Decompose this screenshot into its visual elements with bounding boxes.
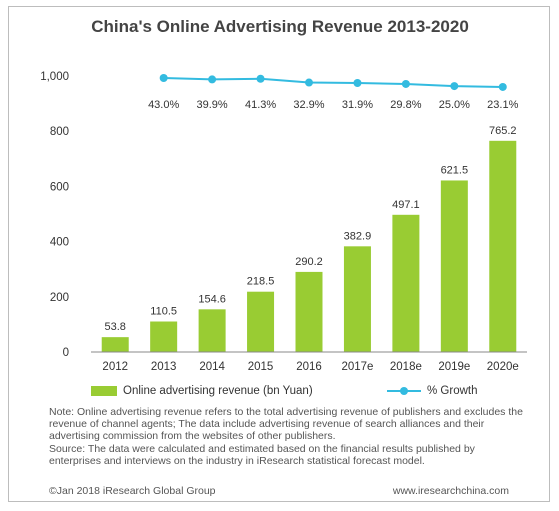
y-tick-label: 200 [50, 292, 69, 304]
y-tick-label: 600 [50, 181, 69, 193]
bar [247, 291, 275, 352]
copyright-text: ©Jan 2018 iResearch Global Group [49, 485, 216, 497]
bar-value-label: 621.5 [441, 164, 469, 176]
growth-value-labels: 43.0% 39.9% 41.3% 32.9% 31.9% 29.8% 25.0% 23.1% [148, 99, 519, 111]
y-tick-label: 400 [50, 237, 69, 249]
bar-value-labels: 53.8 110.5 154.6 218.5 290.2 382.9 497.1 621.5 7… [105, 125, 517, 333]
bar [198, 309, 226, 352]
chart-notes: Note: Online advertising revenue refers … [49, 406, 529, 467]
x-tick-label: 2014 [199, 361, 225, 373]
growth-point [401, 79, 410, 88]
growth-point [256, 74, 265, 83]
chart-frame: China's Online Advertising Revenue 2013-… [8, 6, 550, 502]
bar [295, 271, 323, 352]
growth-value-label: 23.1% [487, 99, 518, 111]
legend-revenue: Online advertising revenue (bn Yuan) [91, 385, 313, 397]
growth-value-label: 41.3% [245, 99, 276, 111]
growth-point [208, 75, 217, 84]
growth-point [498, 82, 507, 91]
legend-line-swatch [387, 386, 421, 396]
x-tick-label: 2017e [341, 361, 373, 373]
growth-point [159, 74, 168, 82]
x-axis: 2012 2013 2014 2015 2016 2017e 2018e 2019e 2020e [91, 351, 527, 373]
x-tick-label: 2018e [390, 361, 422, 373]
legend-bar-swatch [91, 386, 117, 396]
x-tick-label: 2020e [487, 361, 519, 373]
note-text: Note: Online advertising revenue refers … [49, 406, 523, 443]
growth-point [450, 82, 459, 91]
bar-value-label: 497.1 [392, 199, 420, 211]
x-tick-label: 2016 [296, 361, 322, 373]
website-text: www.iresearchchina.com [392, 485, 509, 497]
x-tick-label: 2015 [248, 361, 274, 373]
bar-value-label: 53.8 [105, 321, 126, 333]
growth-value-label: 25.0% [439, 99, 470, 111]
bar [440, 180, 468, 352]
y-axis: 0 200 400 600 800 1,000 [40, 71, 69, 359]
growth-value-label: 31.9% [342, 99, 373, 111]
x-tick-label: 2013 [151, 361, 177, 373]
bar-value-label: 382.9 [344, 230, 372, 242]
legend-growth-label: % Growth [427, 385, 478, 397]
growth-value-label: 39.9% [197, 99, 228, 111]
chart-title: China's Online Advertising Revenue 2013-… [91, 17, 469, 36]
x-tick-label: 2012 [102, 361, 128, 373]
bar [150, 321, 178, 352]
growth-value-label: 32.9% [293, 99, 324, 111]
bar-series [101, 140, 517, 352]
bar [101, 337, 129, 352]
growth-line-series [159, 74, 507, 91]
chart-svg: 0 200 400 600 800 1,000 53.8 110.5 154.6 218.5 29… [40, 71, 527, 373]
growth-point [305, 78, 313, 87]
legend-growth: % Growth [387, 385, 478, 397]
source-text: Source: The data were calculated and est… [49, 442, 475, 467]
y-tick-label: 1,000 [40, 71, 69, 83]
y-tick-label: 0 [63, 347, 69, 359]
legend-revenue-label: Online advertising revenue (bn Yuan) [123, 385, 313, 397]
growth-point [353, 78, 362, 87]
bar-value-label: 154.6 [198, 293, 226, 305]
bar [489, 140, 517, 352]
growth-line [163, 77, 503, 88]
bar [343, 246, 371, 352]
growth-value-label: 29.8% [390, 99, 421, 111]
bar-value-label: 218.5 [247, 276, 275, 288]
bar [392, 214, 420, 352]
x-tick-label: 2019e [438, 361, 470, 373]
bar-value-label: 765.2 [489, 125, 517, 137]
bar-value-label: 290.2 [295, 256, 323, 268]
bar-value-label: 110.5 [150, 306, 177, 318]
y-tick-label: 800 [50, 126, 69, 138]
growth-value-label: 43.0% [148, 99, 179, 111]
